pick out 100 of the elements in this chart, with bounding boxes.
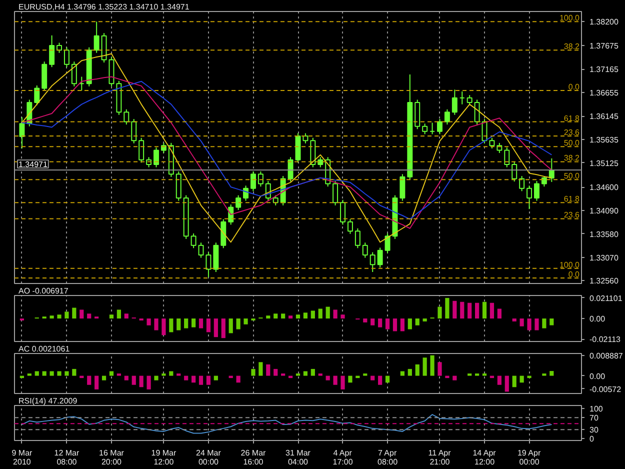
bar [415,364,420,376]
candlestick [474,99,480,126]
y-tick-label: 1.36145 [590,112,619,122]
bar [64,312,69,318]
x-tick-label: 7 Apr 08:00 [378,448,398,466]
x-tick-label: 12 Mar 08:00 [54,448,80,466]
bar [550,318,554,326]
bar [109,314,114,318]
chart-title: AC 0.0021061 [18,344,70,354]
candlestick [220,218,226,249]
annotation: 61.8 [564,114,580,123]
y-tick-label: 1.35125 [590,158,619,168]
bar [169,318,174,332]
bar [80,310,84,318]
bar [378,318,382,328]
bar [452,376,457,380]
candlestick [332,180,338,206]
bar [430,355,434,376]
x-tick-label: 14 Apr 12:00 [472,448,496,466]
bar [348,376,352,383]
x-tick-label: 26 Mar 16:00 [240,448,266,466]
bar [378,376,382,385]
bar [281,314,286,318]
annotation: 0.0 [568,270,580,279]
bar [244,318,248,324]
chart-title: AO -0.006917 [18,286,69,296]
y-tick-label: 0.00 [590,314,606,324]
bar [214,376,218,380]
candlestick [466,94,472,106]
candlestick [198,242,204,258]
bar [475,302,480,318]
y-tick-label: -0.00572 [590,384,622,394]
candlestick [354,228,360,249]
bar [198,318,204,328]
bar [274,368,278,376]
bar [542,318,546,328]
bar [124,314,128,318]
candlestick [400,174,406,202]
bar [42,371,46,376]
bar [87,376,92,385]
bar [438,362,442,376]
bar [504,376,509,392]
bar [527,376,532,378]
candlestick [362,242,368,258]
bar [34,371,39,376]
bar [512,318,516,322]
bar [408,368,412,376]
y-tick-label: 70 [590,414,599,423]
candlestick [19,116,25,149]
candlestick [504,147,510,168]
bar [274,314,278,318]
bar [87,314,92,318]
bar [400,371,404,376]
bar [50,371,54,376]
bar [363,318,368,322]
bar [288,316,293,318]
y-tick-label: 1.32560 [590,276,619,286]
candlestick [94,21,100,54]
candlestick [154,147,159,168]
bar [176,318,181,330]
bar [408,318,412,330]
y-tick-label: 1.33070 [590,253,619,262]
bar [303,312,308,318]
bar [438,306,442,318]
bar [385,376,390,383]
bar [468,302,472,318]
chart-title: RSI(14) 47.2009 [18,396,78,406]
bar [326,306,330,318]
candlestick [377,247,383,268]
bar [124,376,128,380]
bar [192,318,196,328]
candlestick [302,132,308,144]
y-tick-label: 1.37165 [590,65,619,74]
bar [310,368,315,376]
candlestick [437,118,442,135]
annotation: 61.8 [564,194,580,204]
candlestick [124,108,130,126]
candlestick [384,232,390,254]
bar [72,308,76,318]
y-tick-label: 0.021101 [590,294,623,303]
bar [214,318,218,338]
bar [57,314,62,318]
bar [452,300,457,318]
candlestick [340,199,346,226]
bar [184,318,188,328]
bar [392,318,398,332]
candlestick [176,170,182,202]
y-tick-label: 1.34090 [590,206,619,216]
ref-line-label: 1.34971 [18,160,48,169]
bar [333,376,338,385]
candlestick [414,99,420,130]
annotation: 50.0 [564,172,580,181]
candlestick [42,61,48,92]
candlestick [64,46,70,68]
bar [422,358,427,376]
bar [497,308,502,318]
bar [64,371,69,376]
y-tick-label: 1.37675 [590,42,619,51]
y-tick-label: 1.38200 [590,18,619,27]
y-tick-label: 0.008887 [590,352,624,361]
